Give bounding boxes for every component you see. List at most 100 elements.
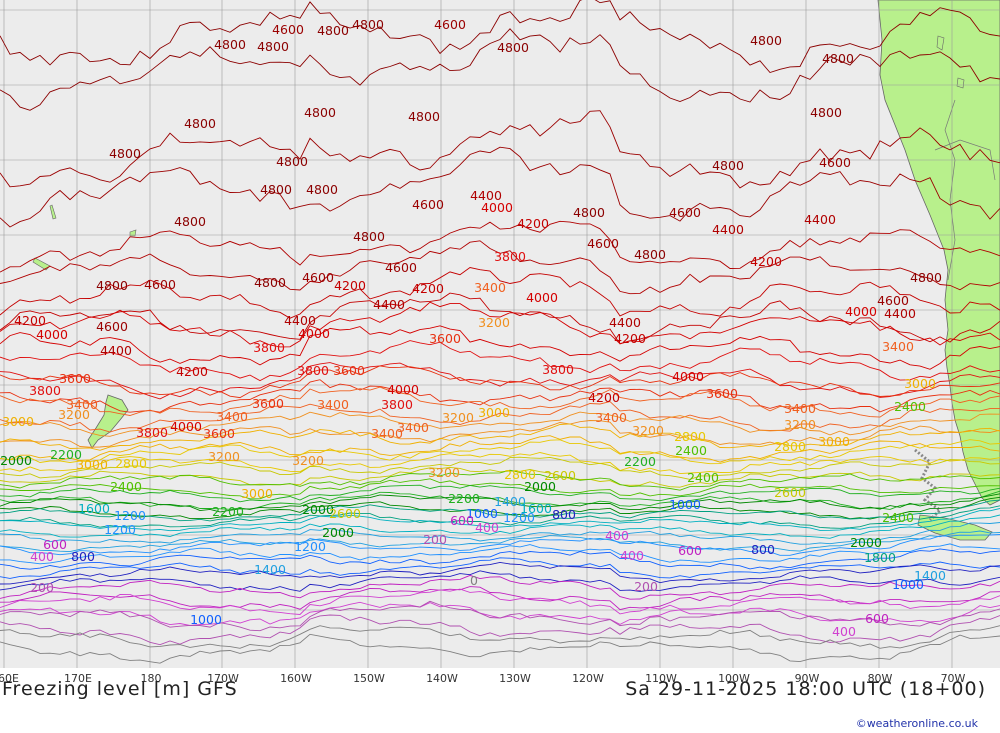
contour-line-4000 xyxy=(0,325,1000,370)
longitude-label: 140W xyxy=(426,672,458,685)
contour-label: 4000 xyxy=(170,419,202,434)
contour-label: 4600 xyxy=(434,17,466,32)
country-border xyxy=(944,99,956,281)
contour-line-0 xyxy=(0,625,1000,649)
contour-label: 3400 xyxy=(317,397,349,412)
contour-label: 3400 xyxy=(474,280,506,295)
contour-label: 2600 xyxy=(329,506,361,521)
contour-label: 4800 xyxy=(910,270,942,285)
contour-label: 3600 xyxy=(252,396,284,411)
contour-label: 3800 xyxy=(297,363,329,378)
contour-line-800 xyxy=(0,570,1000,592)
contour-label: 3600 xyxy=(333,363,365,378)
contour-label: 3200 xyxy=(428,465,460,480)
contour-label: 1200 xyxy=(104,522,136,537)
contour-label: 1400 xyxy=(914,568,946,583)
contour-label: 3800 xyxy=(542,362,574,377)
contour-label: 4400 xyxy=(712,222,744,237)
contour-label: 800 xyxy=(552,507,576,522)
contour-labels: 4600 4800 4800 4600 4800 4800 4800 4800 4800 4800… xyxy=(0,17,946,639)
contour-label: 2800 xyxy=(115,456,147,471)
tierra-del-fuego xyxy=(917,514,993,541)
country-border xyxy=(934,139,996,181)
contour-label: 600 xyxy=(678,543,702,558)
contour-label: 2000 xyxy=(0,453,32,468)
contour-label: 3200 xyxy=(784,417,816,432)
map-title: Freezing level [m] GFS xyxy=(2,678,238,700)
contour-label: 4800 xyxy=(497,40,529,55)
map-footer: 160E 170E 180 170W 160W 150W 140W 130W 120W 110W 1… xyxy=(0,668,1000,733)
contour-label: 1400 xyxy=(494,494,526,509)
contour-label: 2000 xyxy=(524,479,556,494)
lake-area xyxy=(936,35,945,51)
contour-line-4800 xyxy=(0,0,1000,74)
contour-line-2800 xyxy=(0,439,1000,465)
contour-label: 4400 xyxy=(470,188,502,203)
chile-fjords xyxy=(914,448,943,522)
contour-line-4400 xyxy=(0,240,1000,295)
contour-label: 4000 xyxy=(672,369,704,384)
contour-line-3000 xyxy=(0,423,1000,451)
contour-label: 4600 xyxy=(412,197,444,212)
contour-label: 4600 xyxy=(819,155,851,170)
contour-label: 4800 xyxy=(304,105,336,120)
contour-label: 2200 xyxy=(624,454,656,469)
contour-label: 3200 xyxy=(632,423,664,438)
credit-link[interactable]: ©weatheronline.co.uk xyxy=(855,717,978,730)
contour-label: 4400 xyxy=(100,343,132,358)
contour-line-3200 xyxy=(0,411,1000,437)
contour-label: 2800 xyxy=(774,439,806,454)
contour-label: 1000 xyxy=(669,497,701,512)
contour-label: 2800 xyxy=(504,467,536,482)
contour-label: 3400 xyxy=(66,397,98,412)
contour-label: 1000 xyxy=(190,612,222,627)
contour-label: 3600 xyxy=(203,426,235,441)
contour-label: 2200 xyxy=(50,447,82,462)
contour-line-1200 xyxy=(0,534,1000,556)
contour-line-1800 xyxy=(0,505,1000,529)
contour-line-3600 xyxy=(0,379,1000,413)
contour-label: 3800 xyxy=(494,249,526,264)
contour-label: 3400 xyxy=(784,401,816,416)
contour-line-4200 xyxy=(0,267,1000,319)
contour-label: 4800 xyxy=(750,33,782,48)
contour-label: 2200 xyxy=(212,504,244,519)
contour-label: 3800 xyxy=(29,383,61,398)
contour-line-2600 xyxy=(0,466,1000,488)
contour-label: 1600 xyxy=(520,501,552,516)
contour-label: 2000 xyxy=(302,502,334,517)
lake-area xyxy=(956,77,965,89)
map-canvas: 4600 4800 4800 4600 4800 4800 4800 4800 4800 4800… xyxy=(0,0,1000,668)
contour-line-3400 xyxy=(0,401,1000,433)
contour-label: 4800 xyxy=(254,275,286,290)
contour-label: 3400 xyxy=(397,420,429,435)
contour-label: 4800 xyxy=(408,109,440,124)
contour-label: 4800 xyxy=(822,51,854,66)
longitude-label: 80W xyxy=(867,672,893,685)
contour-label: 400 xyxy=(30,549,54,564)
contour-line-3200 xyxy=(0,420,1000,448)
contour-label: 600 xyxy=(43,537,67,552)
contour-label: 400 xyxy=(832,624,856,639)
longitude-label: 180 xyxy=(140,672,162,685)
contour-label: 800 xyxy=(71,549,95,564)
contour-line-3600 xyxy=(0,365,1000,399)
contour-label: 4600 xyxy=(96,319,128,334)
contour-label: 3400 xyxy=(371,426,403,441)
contour-label: 1600 xyxy=(78,501,110,516)
contour-label: 2600 xyxy=(544,468,576,483)
contour-label: 4200 xyxy=(588,390,620,405)
contour-label: 200 xyxy=(634,579,658,594)
small-island xyxy=(129,229,137,237)
contour-label: 800 xyxy=(751,542,775,557)
contour-line-3000 xyxy=(0,435,1000,463)
contour-line-3800 xyxy=(0,340,1000,382)
longitude-label: 100W xyxy=(718,672,750,685)
contour-label: 4800 xyxy=(109,146,141,161)
contour-label: 4800 xyxy=(573,205,605,220)
contour-label: 3000 xyxy=(818,434,850,449)
contour-label: 2800 xyxy=(674,429,706,444)
contour-line-2400 xyxy=(0,478,1000,500)
contour-line-2000 xyxy=(0,493,1000,513)
new-caledonia-island xyxy=(32,257,51,271)
